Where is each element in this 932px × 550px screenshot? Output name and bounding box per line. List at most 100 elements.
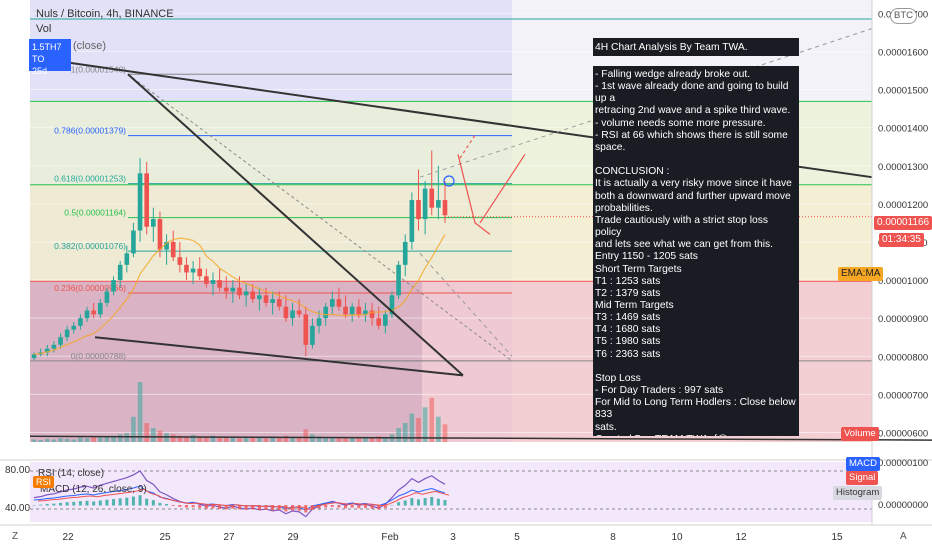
volume-bar — [230, 436, 236, 442]
oscillator-tick-label: 0.00000000 — [878, 500, 928, 511]
histogram-bar — [430, 496, 434, 506]
candle-body — [170, 241, 176, 258]
interval-badge[interactable]: 1.5TH7 TO 25d — [29, 39, 71, 76]
candle-body — [422, 188, 428, 220]
histogram-bar — [59, 502, 63, 506]
analysis-line: and lets see what we can get from this. — [595, 239, 773, 251]
cursor-marker-icon — [443, 175, 455, 187]
rsi-level-40: 40.00 — [5, 503, 31, 514]
candle-body — [356, 306, 362, 315]
candle-body — [51, 344, 57, 349]
analysis-line: Short Term Targets — [595, 263, 682, 275]
y-tick-label: 0.00001000 — [878, 276, 928, 287]
x-tick-label: 15 — [831, 532, 843, 543]
candle-body — [237, 287, 242, 296]
histogram-bar — [118, 498, 122, 506]
candle-body — [329, 299, 335, 307]
analysis-line: - volume needs some more pressure. — [595, 117, 766, 129]
y-tick-label: 0.00001400 — [878, 124, 928, 135]
histogram-bar — [344, 505, 348, 509]
volume-bar — [270, 436, 275, 442]
candle-body — [223, 287, 229, 292]
volume-bar — [283, 435, 289, 442]
candle-body — [369, 310, 375, 319]
histogram-bar — [45, 503, 49, 506]
volume-bar — [71, 439, 77, 442]
x-tick-label: Feb — [381, 532, 399, 543]
candle-body — [78, 318, 83, 326]
histogram-bar — [297, 505, 301, 511]
volume-bar — [38, 440, 43, 442]
rsi-indicator-label[interactable]: RSI (14, close) — [38, 468, 105, 479]
candle-body — [197, 268, 203, 277]
histogram-bar — [184, 505, 188, 508]
analysis-line: T6 : 2363 sats — [595, 348, 661, 360]
candle-body — [97, 302, 103, 315]
currency-badge[interactable]: BTC — [890, 8, 917, 24]
analysis-title: 4H Chart Analysis By Team TWA. — [593, 38, 799, 57]
zoom-reset-icon[interactable]: Z — [12, 531, 19, 542]
symbol-title[interactable]: Nuls / Bitcoin, 4h, BINANCE — [36, 8, 174, 20]
analysis-line: - RSI at 66 which shows there is still s… — [595, 129, 788, 141]
histogram-bar — [416, 499, 420, 506]
histogram-bar — [443, 500, 447, 506]
volume-bar — [144, 423, 150, 442]
volume-bar — [190, 435, 196, 442]
analysis-line: probabilities. — [595, 202, 653, 214]
fib-retracement[interactable]: 1(0.00001540) 0.786(0.00001379) 0.618(0.00… — [54, 64, 513, 362]
volume-bar — [429, 397, 435, 442]
volume-bar — [416, 418, 421, 442]
wedge-lower-line — [94, 336, 464, 377]
histogram-bar — [370, 505, 374, 509]
candle-body — [363, 310, 368, 315]
analysis-line: Stop Loss — [595, 372, 641, 384]
candle-body — [243, 291, 249, 296]
histogram-bar — [310, 505, 314, 510]
histogram-bar — [151, 500, 155, 506]
volume-bar — [276, 437, 282, 442]
macd-indicator-label[interactable]: MACD (12, 26, close, 9) — [40, 484, 147, 495]
histogram-bar — [357, 505, 361, 509]
histogram-bar — [363, 505, 367, 508]
candle-body — [396, 264, 401, 296]
y-tick-label: 0.00000800 — [878, 352, 928, 363]
analysis-line: Mid Term Targets — [595, 299, 674, 311]
candle-body — [409, 200, 415, 242]
histogram-bar — [284, 505, 288, 512]
volume-bar — [78, 437, 83, 442]
histogram-bar — [65, 502, 69, 506]
histogram-bar — [204, 505, 208, 509]
candle-body — [91, 310, 96, 315]
volume-bar — [31, 439, 37, 442]
histogram-bar — [191, 505, 195, 508]
ma-indicator-label[interactable]: (close) — [73, 40, 107, 52]
x-tick-label: 29 — [287, 532, 299, 543]
ema-line — [33, 234, 446, 355]
histogram-bar — [131, 496, 135, 506]
fib-level-label: 0.236(0.00000966) — [54, 283, 126, 293]
signal-tag: Signal — [846, 471, 879, 485]
histogram-bar — [145, 498, 149, 506]
analysis-line: T3 : 1469 sats — [595, 312, 661, 324]
trendline-drawings[interactable] — [29, 28, 932, 441]
histogram-bar — [39, 504, 43, 506]
volume-bar — [131, 416, 136, 442]
analysis-line: T4 : 1680 sats — [595, 324, 661, 336]
analysis-line: sats. — [595, 421, 617, 433]
histogram-bar — [138, 495, 142, 506]
candle-body — [389, 295, 395, 315]
auto-scale-icon[interactable]: A — [900, 531, 907, 542]
x-tick-label: 5 — [514, 532, 520, 543]
volume-indicator-label[interactable]: Vol — [36, 23, 52, 35]
volume-bar — [303, 429, 309, 442]
analysis-line: It is actually a very risky move since i… — [595, 178, 792, 190]
volume-bar — [84, 438, 90, 442]
oscillator-tick-label: 0.00000100 — [878, 458, 928, 469]
candle-body — [217, 280, 222, 288]
candle-body — [250, 291, 256, 300]
candle-body — [376, 318, 382, 326]
candle-body — [117, 264, 123, 281]
candle-body — [416, 200, 421, 220]
candle-body — [84, 310, 90, 319]
candle-body — [64, 329, 70, 338]
